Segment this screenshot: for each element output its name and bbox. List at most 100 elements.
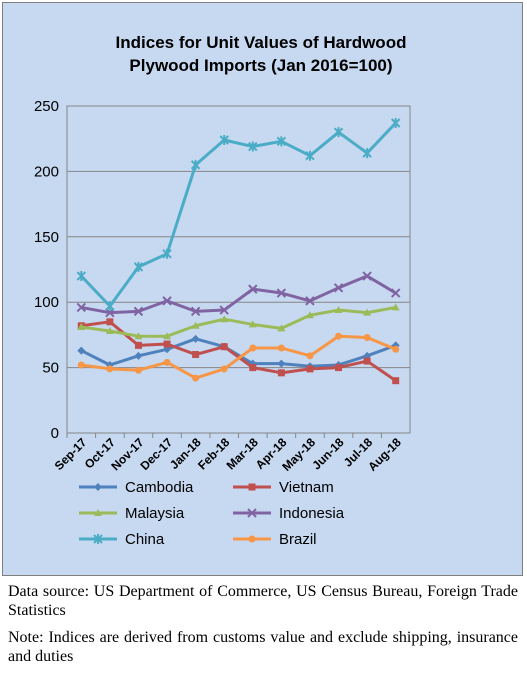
y-tick-label: 150 [34,229,59,246]
legend-item-brazil: Brazil [233,531,317,548]
data-point [106,318,114,326]
data-point [162,248,172,259]
data-point [162,296,172,306]
data-point [163,340,171,348]
x-tick-label: Mar-18 [224,435,261,472]
data-point [305,296,315,306]
data-point [363,334,371,342]
data-point [392,377,400,385]
data-point [191,334,200,343]
data-point [333,127,344,138]
legend: Cambodia Vietnam Malaysia Indonesia China Bra… [79,479,345,548]
data-point [220,365,228,373]
data-point [191,321,200,329]
series-line-china [80,121,397,308]
data-point [248,320,257,328]
data-point [277,369,285,377]
gridlines [66,105,411,434]
data-point [190,306,201,317]
data-source-caption: Data source: US Department of Commerce, … [8,583,518,619]
series-line-indonesia [81,274,397,315]
x-tick-label: Jun-18 [309,435,346,472]
data-point [306,352,314,360]
data-point [105,326,114,334]
data-point [335,364,343,372]
y-tick-label: 200 [34,163,59,180]
data-point [77,361,85,369]
data-point [106,365,114,373]
legend-item-china: China [79,531,165,548]
data-point [219,305,229,315]
data-point [334,306,343,314]
chart-container: Indices for Unit Values of Hardwood Plyw… [2,2,523,576]
data-point [133,261,144,272]
data-point [391,288,401,298]
data-point [333,283,344,293]
y-tick-label: 250 [34,98,59,115]
x-tick-label: Aug-18 [365,435,404,474]
data-point [276,136,287,147]
data-point [391,303,400,311]
data-point [163,358,171,366]
data-point [306,365,314,373]
series-line-brazil [81,334,397,380]
data-point [133,306,144,317]
data-point [76,271,86,282]
note-caption: Note: Indices are derived from customs v… [8,629,518,665]
data-point [77,346,86,355]
line-chart: Indices for Unit Values of Hardwood Plyw… [34,33,411,548]
data-point [276,288,287,298]
data-point [219,135,229,146]
series-line-malaysia [81,305,396,338]
legend-label-brazil: Brazil [279,531,317,548]
data-point [220,343,228,351]
legend-item-cambodia: Cambodia [79,479,194,496]
legend-label-malaysia: Malaysia [125,505,185,522]
series-line-cambodia [80,337,397,368]
legend-label-china: China [125,531,165,548]
data-point [277,359,286,368]
y-tick-label: 50 [42,360,59,377]
data-point [163,332,172,340]
data-point [305,311,314,319]
data-point [248,483,256,491]
data-point [363,357,371,365]
data-point [94,483,102,491]
data-point [134,351,143,360]
chart-title-line-1: Indices for Unit Values of Hardwood [116,33,407,52]
legend-item-indonesia: Indonesia [233,505,345,522]
chart-title-line-2: Plywood Imports (Jan 2016=100) [129,56,392,75]
legend-label-cambodia: Cambodia [125,479,194,496]
data-point [248,535,256,543]
data-point [249,344,257,352]
y-tick-label: 0 [51,425,59,442]
data-point [134,332,143,340]
data-point [391,118,401,129]
plot-area [66,105,411,434]
legend-label-indonesia: Indonesia [279,505,345,522]
data-point [190,159,201,170]
data-point [192,374,200,382]
data-point [247,508,257,518]
data-point [362,148,372,159]
y-tick-label: 100 [34,294,59,311]
data-point [192,351,200,359]
x-tick-label: Dec-17 [137,435,175,473]
data-point [105,301,115,312]
data-point [248,284,258,294]
series-indonesia [76,271,401,318]
series-malaysia [77,303,400,340]
data-point [94,509,102,516]
series-china [76,118,401,312]
data-point [249,364,257,372]
data-point [93,534,103,544]
data-point [335,332,343,340]
series-brazil [77,332,400,382]
series-lines [76,118,401,385]
data-point [277,324,286,332]
data-point [220,315,229,323]
legend-item-vietnam: Vietnam [233,479,334,496]
data-point [248,141,258,152]
data-point [77,323,86,331]
data-point [363,308,372,316]
